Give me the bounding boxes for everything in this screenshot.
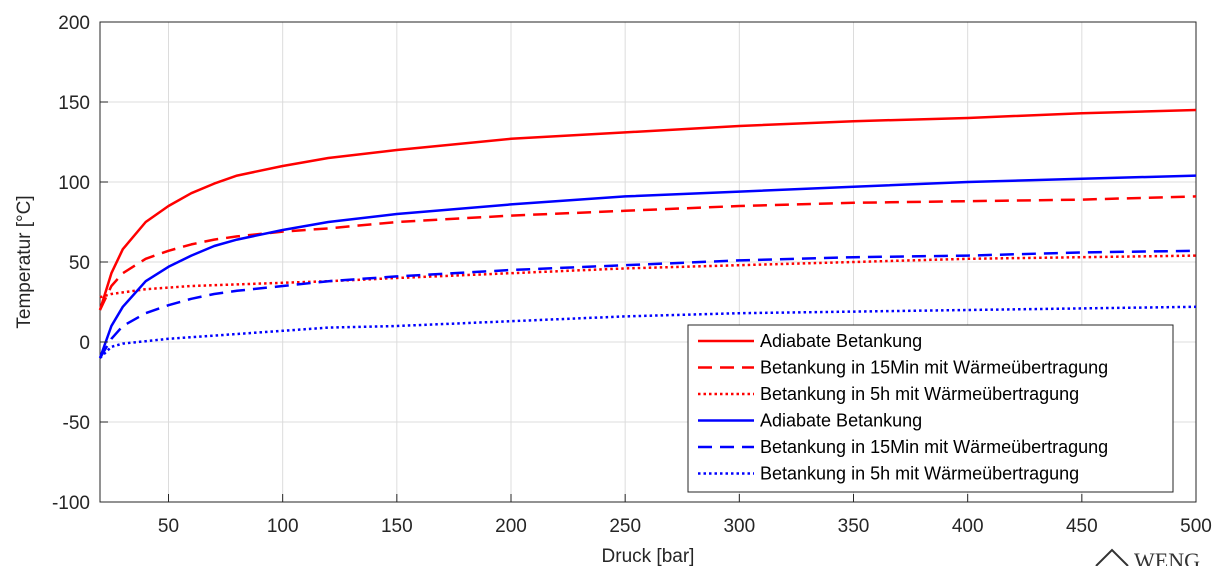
legend-label: Betankung in 15Min mit Wärmeübertragung <box>760 437 1108 457</box>
x-tick-label: 450 <box>1066 516 1098 537</box>
x-axis-ticks: 50 100 150 200 250 300 350 400 450 500 <box>158 494 1212 537</box>
legend-label: Adiabate Betankung <box>760 411 922 431</box>
house-icon <box>1095 548 1129 566</box>
x-tick-label: 300 <box>723 516 755 537</box>
y-tick-label: 100 <box>58 173 90 194</box>
legend-label: Betankung in 5h mit Wärmeübertragung <box>760 384 1079 404</box>
legend-label: Adiabate Betankung <box>760 331 922 351</box>
legend-label: Betankung in 15Min mit Wärmeübertragung <box>760 358 1108 378</box>
x-tick-label: 250 <box>609 516 641 537</box>
x-tick-label: 400 <box>952 516 984 537</box>
series-line-1 <box>98 108 1197 311</box>
x-tick-label: 100 <box>267 516 299 537</box>
x-tick-label: 350 <box>838 516 870 537</box>
x-axis-label: Druck [bar] <box>602 546 695 566</box>
x-tick-label: 150 <box>381 516 413 537</box>
y-tick-label: -50 <box>63 413 90 434</box>
y-tick-label: 50 <box>69 253 90 274</box>
series-lines <box>98 108 1197 359</box>
watermark-text: WENG <box>1134 548 1200 566</box>
series-line-6 <box>99 305 1197 359</box>
y-tick-label: -100 <box>52 493 90 514</box>
y-axis-label: Temperatur [°C] <box>14 195 35 328</box>
watermark: WENG <box>1095 548 1200 566</box>
series-line-5 <box>98 249 1197 359</box>
legend-box <box>687 324 1174 493</box>
series-line-4 <box>98 174 1197 359</box>
y-tick-label: 0 <box>79 333 90 354</box>
x-tick-label: 50 <box>158 516 179 537</box>
x-tick-label: 500 <box>1180 516 1212 537</box>
y-tick-label: 200 <box>58 13 90 34</box>
y-tick-label: 150 <box>58 93 90 114</box>
legend: Adiabate Betankung Betankung in 15Min mit… <box>687 324 1174 493</box>
x-tick-label: 200 <box>495 516 527 537</box>
legend-label: Betankung in 5h mit Wärmeübertragung <box>760 464 1079 484</box>
series-line-2 <box>98 195 1197 311</box>
y-axis-ticks: -100 -50 0 50 100 150 200 <box>52 13 108 514</box>
